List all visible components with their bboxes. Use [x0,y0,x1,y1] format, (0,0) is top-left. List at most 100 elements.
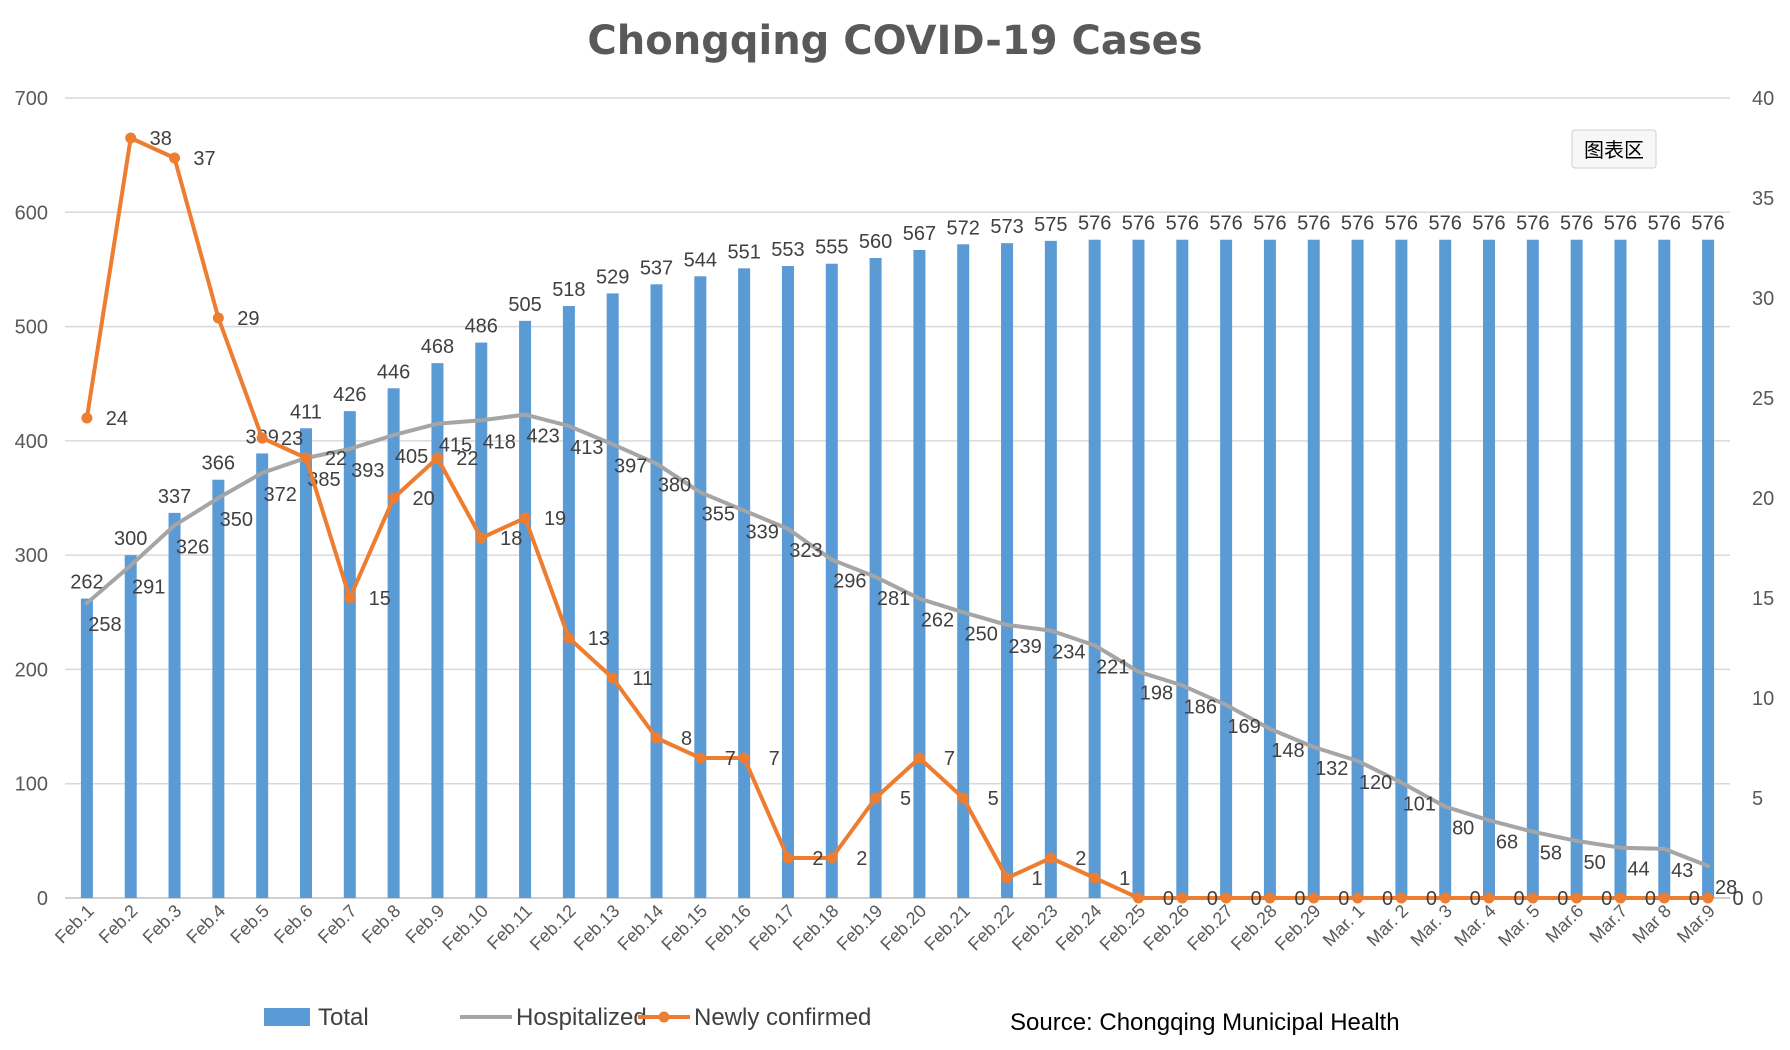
x-tick-label: Feb.21 [920,901,974,955]
hospitalized-data-label: 393 [351,460,384,482]
newly-confirmed-marker [826,852,838,864]
total-bar [1614,239,1627,898]
total-data-label: 576 [1341,213,1374,235]
hospitalized-data-label: 296 [833,571,866,593]
newly-confirmed-data-label: 1 [1031,868,1042,890]
hospitalized-data-label: 101 [1403,794,1436,816]
newly-confirmed-data-label: 1 [1119,868,1130,890]
hospitalized-data-label: 239 [1008,636,1041,658]
total-data-label: 518 [552,279,585,301]
x-tick-label: Feb.13 [570,901,624,955]
newly-confirmed-data-label: 0 [1601,888,1612,910]
newly-confirmed-marker [694,752,706,764]
total-bar [1351,239,1364,898]
total-data-label: 537 [640,257,673,279]
newly-confirmed-data-label: 18 [500,528,522,550]
legend-label-newly-confirmed: Newly confirmed [694,1004,871,1031]
hospitalized-data-label: 258 [88,614,121,636]
left-tick-label: 300 [15,545,48,567]
x-tick-label: Feb.25 [1096,901,1150,955]
total-bar [124,555,137,898]
newly-confirmed-marker [1132,892,1144,904]
right-axis: 0 5 10 15 20 25 30 35 40 [1752,88,1774,910]
hospitalized-data-label: 262 [921,610,954,632]
total-bar [606,293,619,898]
total-data-label: 426 [333,384,366,406]
total-bar [1044,240,1057,898]
hospitalized-data-label: 221 [1096,656,1129,678]
total-data-label: 576 [1472,213,1505,235]
newly-confirmed-data-label: 0 [1426,888,1437,910]
newly-confirmed-data-label: 0 [1163,888,1174,910]
total-data-label: 262 [70,572,103,594]
hospitalized-data-label: 350 [220,509,253,531]
total-data-label: 576 [1560,213,1593,235]
left-tick-label: 200 [15,659,48,681]
total-data-label: 544 [684,249,717,271]
newly-confirmed-data-label: 0 [1470,888,1481,910]
hospitalized-data-label: 44 [1627,859,1649,881]
hospitalized-data-label: 43 [1671,860,1693,882]
chart-area-tooltip: 图表区 [1571,129,1657,169]
total-data-label: 446 [377,361,410,383]
x-tick-label: Feb.12 [526,901,580,955]
total-bar [1526,239,1539,898]
newly-confirmed-marker [1614,892,1626,904]
total-bar [1307,239,1320,898]
total-bar [256,453,269,898]
hospitalized-data-label: 397 [614,455,647,477]
x-tick-label: Feb.24 [1052,901,1106,955]
newly-confirmed-marker [738,752,750,764]
right-tick-label: 30 [1752,288,1774,310]
total-data-label: 576 [1648,213,1681,235]
source-note: Source: Chongqing Municipal Health [1010,1009,1400,1036]
newly-confirmed-data-label: 29 [237,308,259,330]
newly-confirmed-data-label: 2 [1075,848,1086,870]
legend: Total Hospitalized Newly confirmed [264,1004,871,1031]
total-data-label: 555 [815,237,848,259]
left-axis: 0 100 200 300 400 500 600 700 [15,88,48,910]
left-tick-label: 400 [15,431,48,453]
newly-confirmed-marker [1395,892,1407,904]
hospitalized-data-label: 132 [1315,758,1348,780]
hospitalized-data-label: 418 [483,431,516,453]
newly-confirmed-marker [169,152,181,164]
total-labels: 2623003373663894114264464684865055185295… [70,213,1725,594]
newly-confirmed-data-label: 0 [1207,888,1218,910]
newly-confirmed-line [84,136,1711,900]
hospitalized-data-label: 234 [1052,642,1085,664]
newly-confirmed-data-label: 15 [369,588,391,610]
hospitalized-data-label: 323 [789,540,822,562]
x-tick-label: Feb.22 [964,901,1018,955]
total-bar [1658,239,1671,898]
x-tick-label: Feb.20 [876,901,930,955]
hospitalized-line [84,412,1711,868]
x-tick-label: Feb.18 [789,901,843,955]
left-tick-label: 600 [15,202,48,224]
legend-label-total: Total [318,1004,369,1031]
newly-confirmed-marker [563,632,575,644]
tooltip-text: 图表区 [1584,138,1644,162]
hospitalized-data-label: 198 [1140,683,1173,705]
x-tick-label: Feb.8 [358,901,405,948]
x-tick-label: Feb.4 [182,901,229,948]
x-tick-label: Feb.10 [438,901,492,955]
total-data-label: 300 [114,528,147,550]
newly-confirmed-marker [1702,892,1714,904]
x-tick-label: Feb.5 [226,901,273,948]
legend-marker-newly-confirmed [658,1011,670,1023]
total-data-label: 560 [859,231,892,253]
newly-confirmed-data-label: 5 [988,788,999,810]
total-data-label: 411 [290,401,322,423]
newly-confirmed-marker [1571,892,1583,904]
total-bar [825,263,838,898]
legend-label-hospitalized: Hospitalized [516,1004,647,1031]
newly-confirmed-marker [913,752,925,764]
newly-confirmed-data-label: 11 [632,668,653,690]
newly-confirmed-data-label: 22 [325,448,347,470]
x-tick-label: Feb.7 [314,901,361,948]
hospitalized-data-label: 120 [1359,772,1392,794]
total-data-label: 573 [990,216,1023,238]
total-bar [957,244,970,899]
